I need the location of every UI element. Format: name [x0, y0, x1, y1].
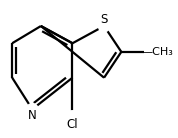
Circle shape: [27, 104, 38, 115]
Circle shape: [65, 111, 80, 125]
Text: —CH₃: —CH₃: [141, 47, 173, 57]
Text: S: S: [100, 13, 108, 26]
Circle shape: [98, 20, 110, 32]
Text: Cl: Cl: [67, 118, 78, 131]
Text: N: N: [28, 109, 37, 122]
